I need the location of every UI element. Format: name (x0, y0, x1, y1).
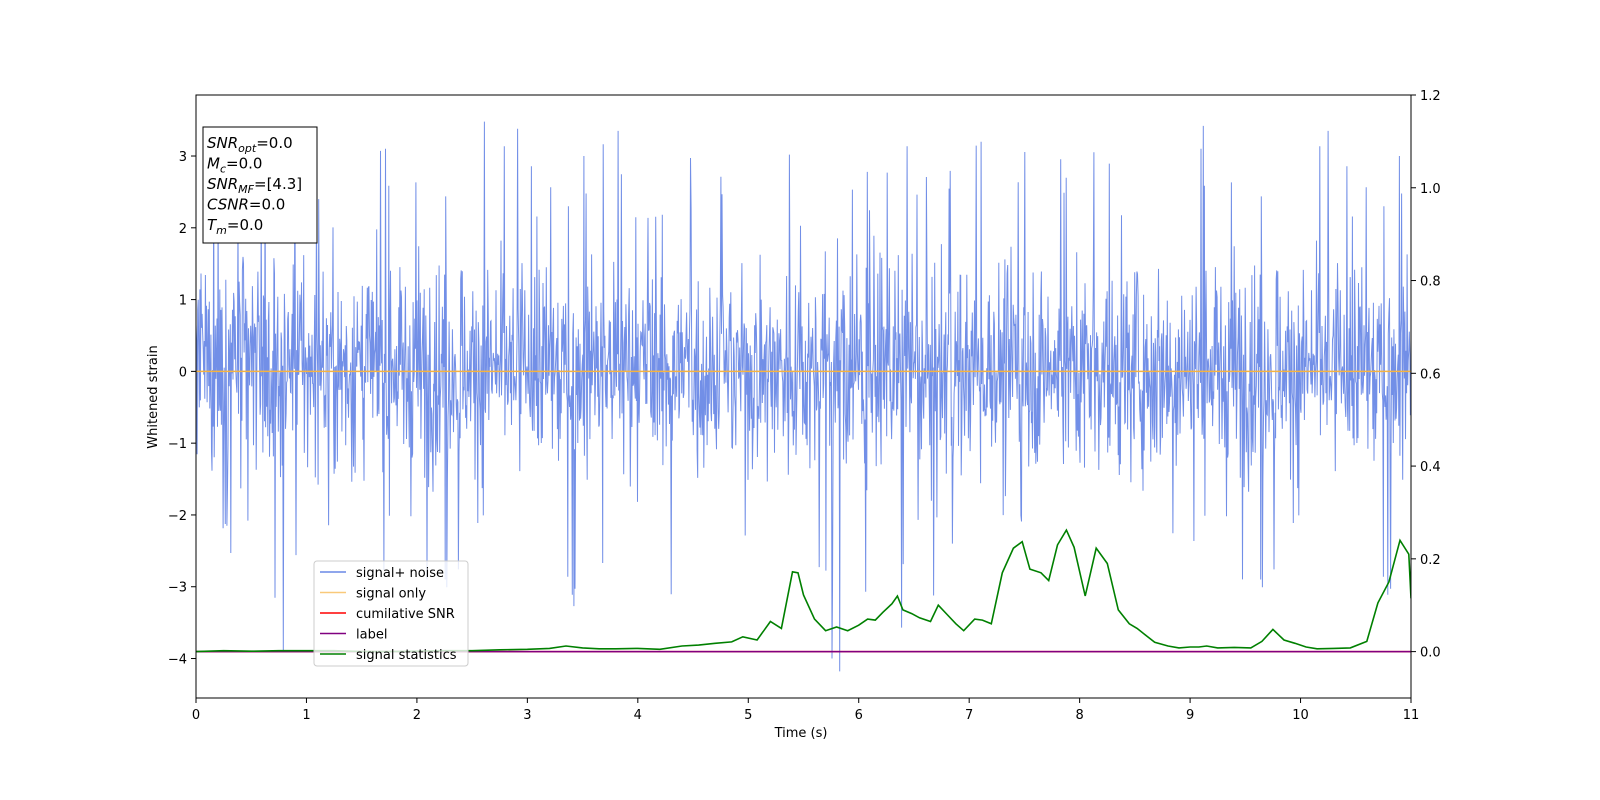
x-tick-label: 2 (413, 708, 421, 723)
legend-label: signal statistics (356, 648, 457, 663)
x-tick-label: 10 (1292, 708, 1309, 723)
y-tick-label: −4 (168, 653, 187, 668)
info-line: Tm=0.0 (207, 216, 263, 237)
legend: signal+ noise signal only cumilative SNR la… (313, 560, 469, 667)
x-tick-label: 3 (523, 708, 531, 723)
y-tick-label: 2 (179, 222, 187, 237)
y2-tick-label: 1.2 (1420, 89, 1441, 104)
x-tick-label: 6 (855, 708, 863, 723)
info-line: Mc=0.0 (207, 155, 262, 176)
line-signal-statistics (196, 528, 1411, 653)
y2-tick-label: 0.6 (1420, 367, 1441, 382)
x-tick-label: 1 (302, 708, 310, 723)
legend-label: label (356, 628, 387, 643)
x-axis-label: Time (s) (774, 726, 828, 741)
y-axis-right: 0.0 0.2 0.4 0.6 0.8 1.0 1.2 (1411, 89, 1441, 661)
y2-tick-label: 0.4 (1420, 460, 1441, 475)
plot-frame (195, 94, 1412, 699)
legend-label: signal+ noise (356, 566, 444, 581)
x-tick-label: 9 (1186, 708, 1194, 723)
x-tick-label: 5 (744, 708, 752, 723)
y-axis-label: Whitened strain (146, 345, 161, 448)
y-tick-label: −1 (168, 437, 187, 452)
info-line: SNRMF=[4.3] (207, 175, 302, 196)
y-tick-label: 0 (179, 365, 187, 380)
x-tick-label: 0 (192, 708, 200, 723)
info-line: SNRopt=0.0 (207, 134, 293, 155)
y-axis-left: −4 −3 −2 −1 0 1 2 3 (168, 150, 196, 668)
legend-frame (313, 560, 469, 667)
x-tick-label: 4 (634, 708, 642, 723)
x-tick-label: 7 (965, 708, 973, 723)
legend-label: signal only (356, 587, 426, 602)
y-tick-label: 3 (179, 150, 187, 165)
info-line: CSNR=0.0 (207, 196, 285, 214)
legend-label: cumilative SNR (356, 607, 455, 622)
y-tick-label: −3 (168, 581, 187, 596)
x-tick-label: 8 (1075, 708, 1083, 723)
y2-tick-label: 1.0 (1420, 182, 1441, 197)
info-box-frame (202, 126, 318, 244)
y2-tick-label: 0.0 (1420, 646, 1441, 661)
series-signal-noise (196, 121, 1411, 672)
y2-tick-label: 0.8 (1420, 275, 1441, 290)
x-axis: 0 1 2 3 4 5 6 7 8 9 10 11 (192, 698, 1419, 723)
y-tick-label: −2 (168, 509, 187, 524)
y2-tick-label: 0.2 (1420, 553, 1441, 568)
line-signal-noise (196, 121, 1411, 672)
y-tick-label: 1 (179, 294, 187, 309)
x-tick-label: 11 (1403, 708, 1420, 723)
